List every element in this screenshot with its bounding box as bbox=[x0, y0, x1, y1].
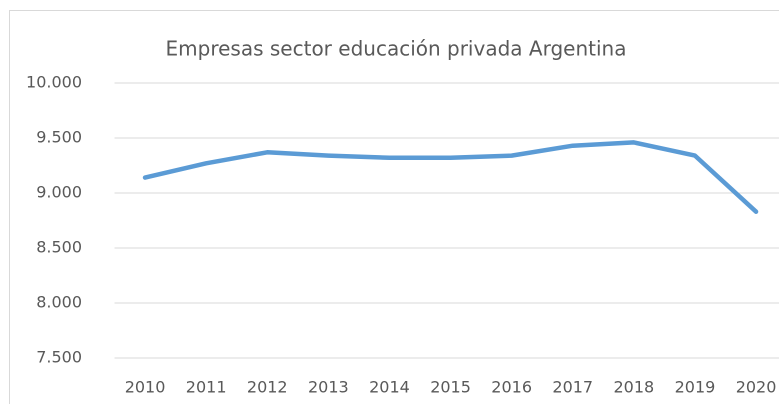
chart-title: Empresas sector educación privada Argent… bbox=[166, 37, 627, 61]
y-tick-label: 10.000 bbox=[26, 73, 82, 92]
x-tick-label: 2018 bbox=[613, 378, 654, 397]
chart-frame bbox=[9, 10, 779, 404]
data-line bbox=[142, 140, 759, 214]
y-tick-label: 8.500 bbox=[36, 238, 82, 257]
x-tick-label: 2015 bbox=[430, 378, 471, 397]
x-tick-label: 2016 bbox=[491, 378, 532, 397]
x-tick-label: 2019 bbox=[675, 378, 716, 397]
x-tick-label: 2014 bbox=[369, 378, 410, 397]
x-tick-label: 2017 bbox=[552, 378, 593, 397]
y-tick-label: 7.500 bbox=[36, 348, 82, 367]
x-tick-label: 2011 bbox=[186, 378, 227, 397]
y-tick-label: 9.500 bbox=[36, 128, 82, 147]
y-tick-label: 9.000 bbox=[36, 183, 82, 202]
x-tick-label: 2013 bbox=[308, 378, 349, 397]
y-tick-label: 8.000 bbox=[36, 293, 82, 312]
x-tick-label: 2012 bbox=[247, 378, 288, 397]
x-tick-label: 2020 bbox=[736, 378, 777, 397]
x-tick-label: 2010 bbox=[125, 378, 166, 397]
